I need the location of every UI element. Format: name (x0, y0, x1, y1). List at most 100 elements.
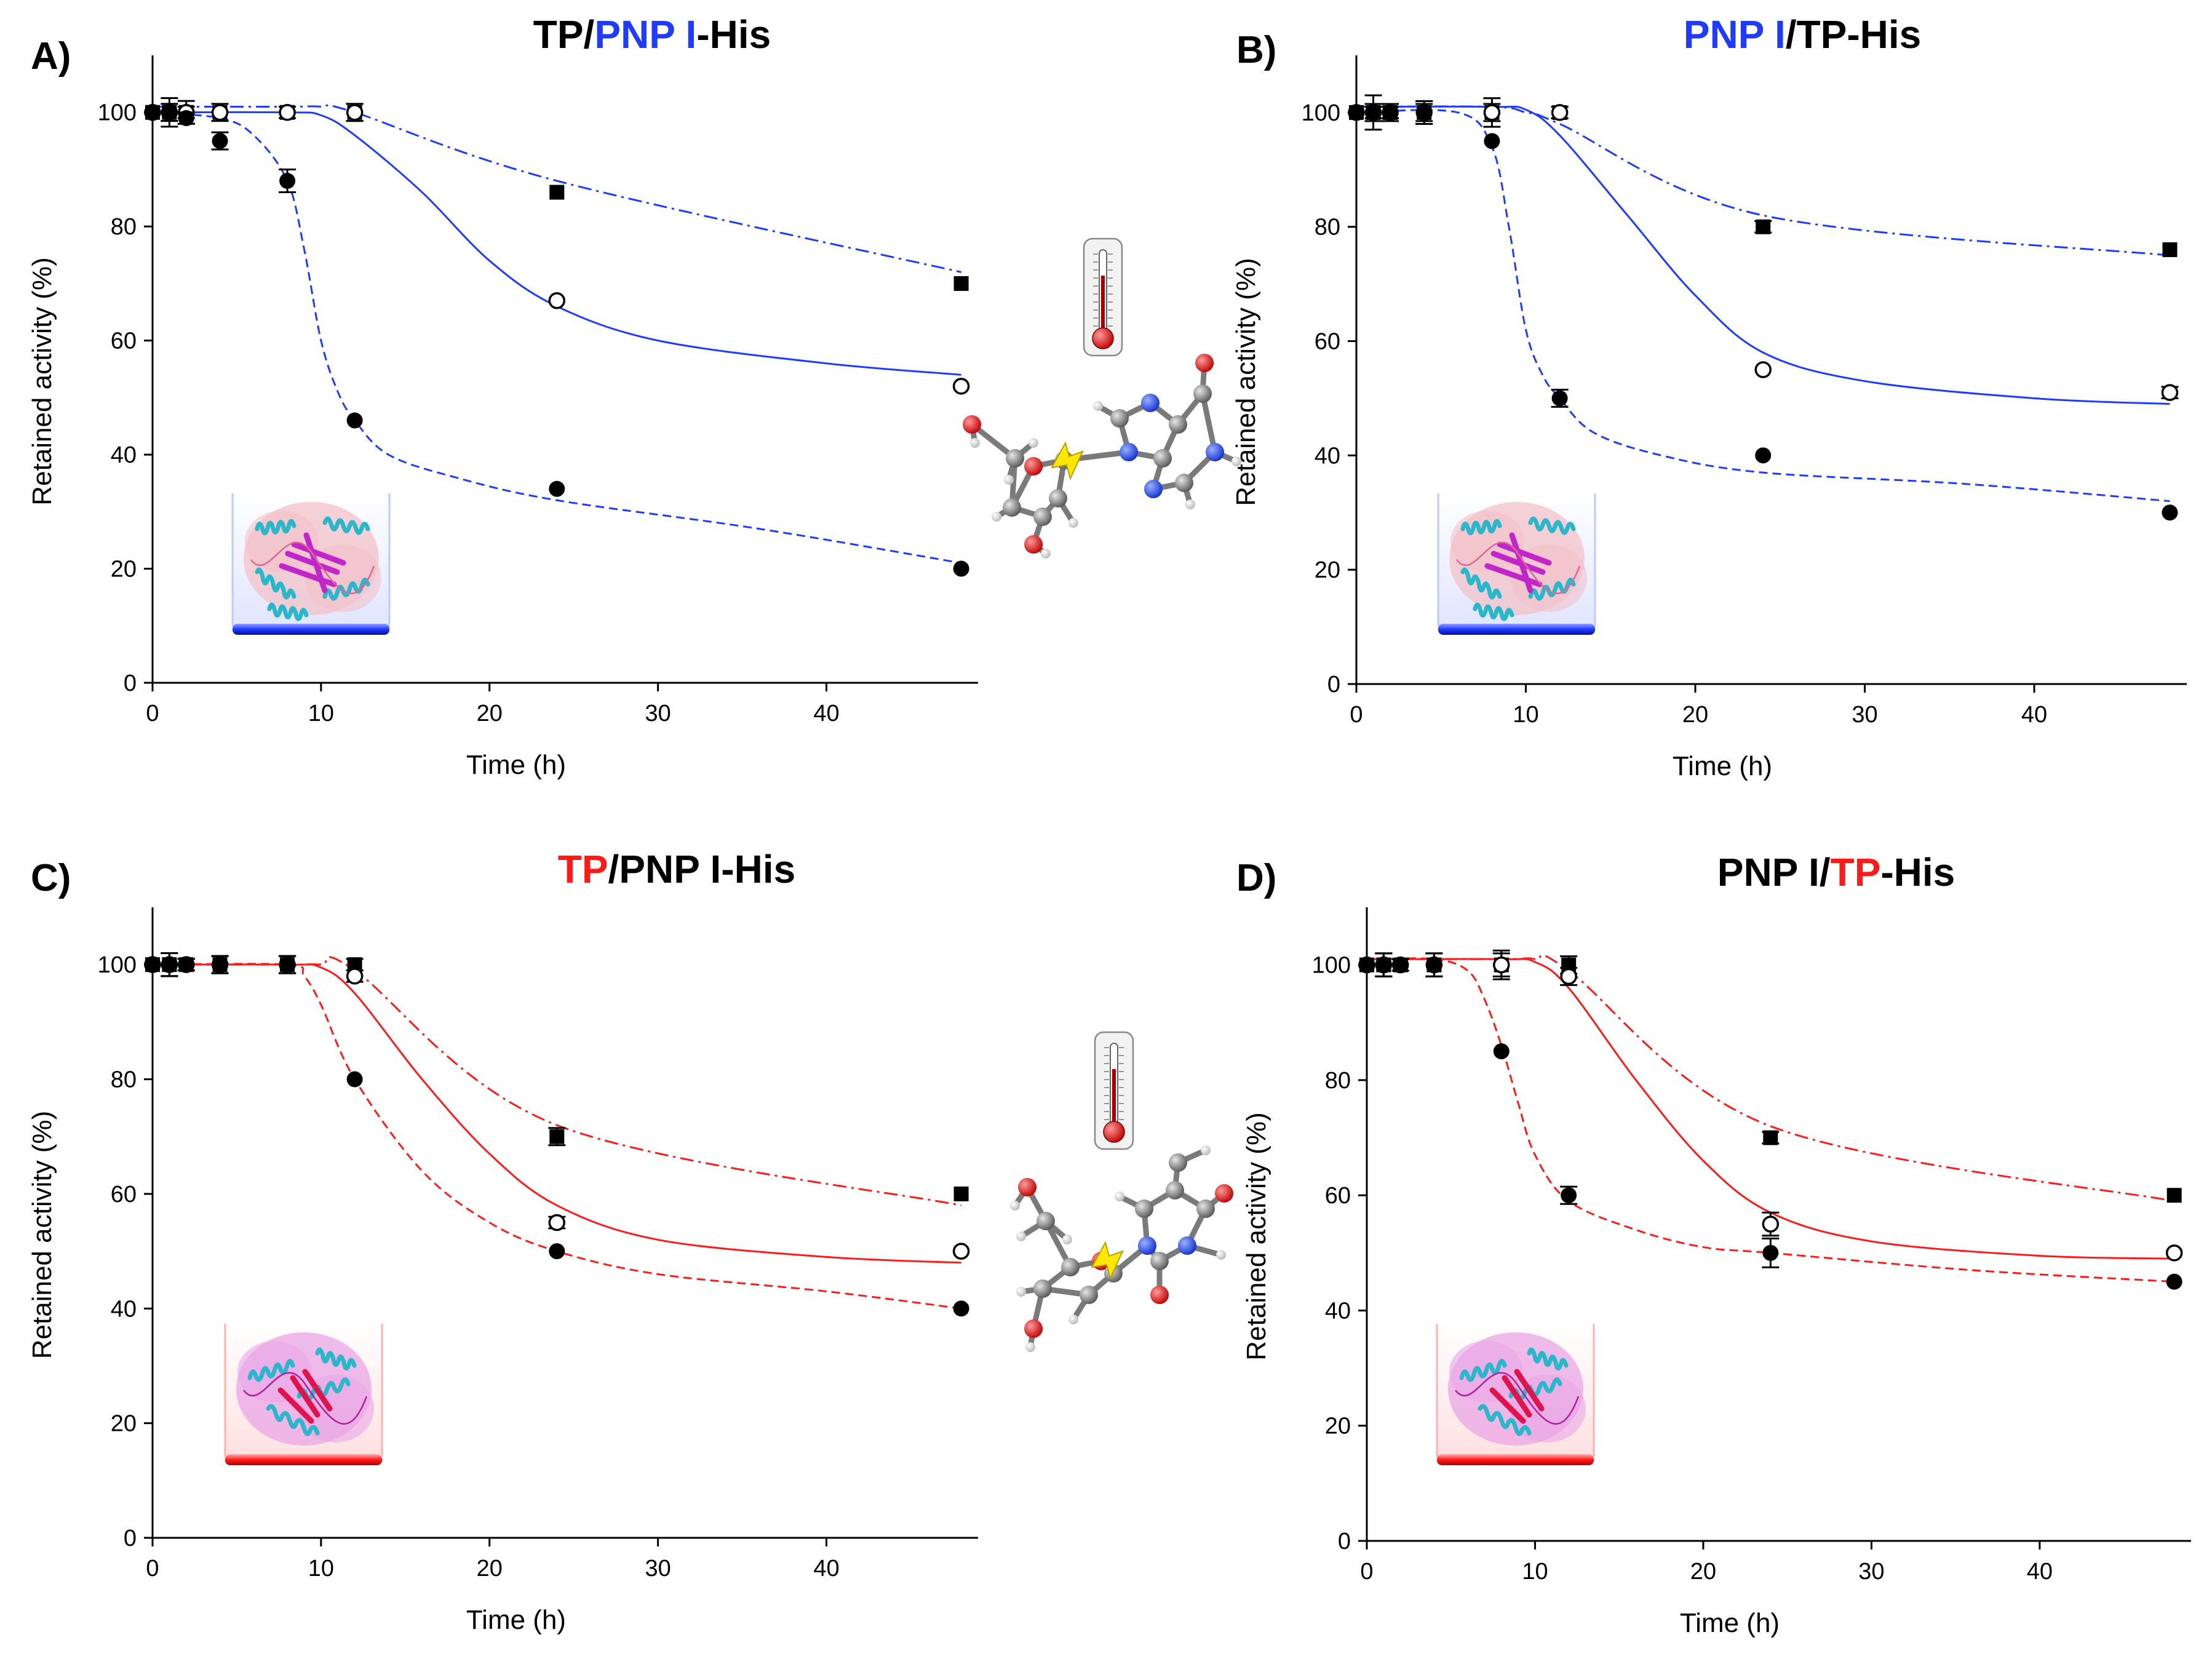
y-tick-label: 60 (111, 328, 137, 354)
beta-sheet (302, 1369, 333, 1412)
data-point-filled-circle (178, 110, 194, 126)
helix (266, 1404, 320, 1436)
molecule-atom (1024, 535, 1043, 554)
molecule-atom (1025, 1342, 1035, 1352)
x-tick-label: 20 (1690, 1559, 1716, 1585)
chart-title: TP/PNP I-His (558, 847, 795, 891)
molecule-atom (1215, 1184, 1233, 1203)
y-tick-label: 20 (111, 557, 137, 583)
data-point-filled-circle (279, 957, 296, 973)
data-point-filled-circle (346, 412, 363, 429)
helix (247, 1359, 295, 1382)
data-point-filled-circle (212, 957, 228, 973)
data-point-filled-circle (1493, 1043, 1510, 1060)
molecule-atom (1049, 489, 1067, 507)
data-point-filled-circle (161, 104, 178, 121)
fit-line-solid (152, 963, 961, 1264)
panel-letter: C) (31, 857, 71, 899)
x-tick-label: 10 (1522, 1559, 1548, 1585)
x-tick-label: 30 (1858, 1559, 1884, 1585)
molecule-atom (1080, 1286, 1098, 1304)
helix (1527, 1347, 1569, 1371)
beta-sheet (279, 563, 337, 587)
data-point-filled-circle (1416, 104, 1433, 121)
data-point-filled-circle (2162, 504, 2178, 521)
beta-sheet (1502, 1375, 1532, 1418)
inset-bar (233, 624, 389, 635)
y-tick-label: 0 (1327, 672, 1340, 698)
helix (1459, 1359, 1507, 1382)
data-point-filled-circle (1426, 957, 1442, 973)
data-point-filled-circle (1348, 104, 1364, 121)
x-tick-label: 0 (146, 701, 159, 726)
inset-bar (1437, 1454, 1594, 1465)
y-axis-label: Retained activity (%) (27, 257, 57, 505)
molecule-atom (1150, 1286, 1169, 1304)
data-point-filled-circle (1375, 957, 1392, 973)
molecule-atom (1093, 401, 1103, 411)
thermometer-bulb (1103, 1121, 1125, 1143)
data-point-open-circle (1762, 1215, 1780, 1233)
molecule-atom (963, 415, 981, 434)
fit-line-solid (152, 111, 961, 376)
chart-panel-a: A) TP/PNP I-His 0 20 40 60 80 100 0 10 20 30 40 Time … (27, 12, 978, 780)
molecule-atom (1028, 438, 1038, 448)
data-point-filled-circle (178, 957, 194, 973)
x-tick-label: 0 (146, 1556, 159, 1581)
chart-panel-d: D) PNP I/TP-His 0 20 40 60 80 100 0 10 20 30 40 Time … (1236, 850, 2191, 1638)
data-point-filled-circle (1392, 957, 1409, 973)
data-point-square (953, 1186, 969, 1201)
lightning-icon (1051, 441, 1084, 480)
data-point-filled-circle (1484, 133, 1500, 149)
y-tick-label: 20 (1315, 557, 1340, 583)
data-point-filled-circle (549, 480, 565, 497)
data-point-filled-circle (953, 560, 969, 577)
helix (322, 578, 370, 601)
molecule-atom (1201, 1145, 1211, 1155)
molecule-atom (1016, 1231, 1026, 1241)
data-point-open-circle (346, 103, 364, 121)
data-point-open-circle (1551, 104, 1569, 121)
data-point-open-circle (2161, 384, 2179, 401)
molecule-atom (1178, 1236, 1196, 1255)
molecule-bond (1199, 393, 1218, 453)
molecule-atom (1016, 1287, 1026, 1297)
fit-line-dashed (1356, 109, 2170, 503)
data-point-filled-circle (549, 1243, 565, 1260)
data-point-filled-circle (145, 957, 161, 973)
y-axis-label: Retained activity (%) (1231, 258, 1261, 506)
molecule-atom (1120, 443, 1138, 461)
molecule-atom (1150, 1252, 1169, 1270)
beta-sheet (277, 1387, 314, 1424)
thermometer-icon (1083, 237, 1123, 357)
data-point-square (1763, 1130, 1778, 1145)
molecule-atom (1033, 507, 1052, 526)
helix (255, 519, 296, 536)
data-point-filled-circle (1762, 1244, 1779, 1261)
data-point-filled-circle (2166, 1273, 2182, 1290)
molecule-atom (1166, 1181, 1184, 1199)
fit-line-dashdot (153, 104, 961, 273)
y-tick-label: 60 (1325, 1183, 1351, 1209)
data-point-filled-circle (161, 957, 178, 973)
helix (1528, 578, 1576, 601)
beta-sheet (1490, 551, 1546, 575)
y-tick-label: 100 (98, 100, 137, 126)
beta-sheet (1514, 1369, 1545, 1412)
x-axis-label: Time (h) (1680, 1608, 1780, 1638)
beta-sheet (1484, 563, 1543, 587)
beta-sheet (291, 541, 346, 566)
x-tick-label: 0 (1350, 702, 1363, 728)
protein-structure-icon (1436, 1323, 1595, 1465)
chart-title: TP/PNP I-His (533, 12, 771, 57)
y-tick-label: 100 (1302, 100, 1340, 126)
molecule-atom (1153, 449, 1172, 467)
chart-title-part-0: PNP I/ (1717, 850, 1831, 894)
fit-line-solid (1366, 958, 2174, 1260)
thymidine-molecule-icon (1010, 1145, 1233, 1352)
data-point-filled-circle (212, 133, 228, 149)
data-point-open-circle (1483, 104, 1501, 121)
molecule-atom (1018, 1178, 1036, 1196)
molecule-atom (1036, 1212, 1055, 1230)
